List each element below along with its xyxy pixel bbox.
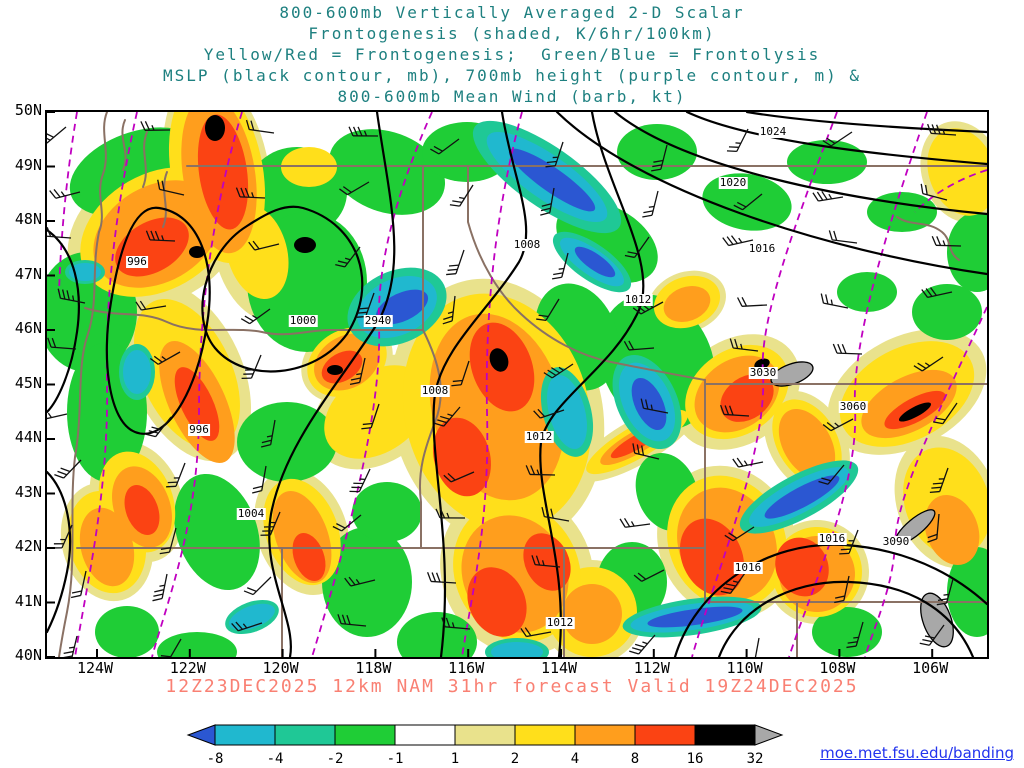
lat-axis-label: 48N	[14, 210, 42, 228]
lat-axis-label: 46N	[14, 319, 42, 337]
chart-title: 800-600mb Vertically Averaged 2-D Scalar…	[0, 2, 1024, 107]
mslp-contours	[47, 112, 987, 657]
title-line-3: Yellow/Red = Frontogenesis; Green/Blue =…	[203, 45, 821, 64]
colorbar-tick-label: 4	[571, 751, 579, 767]
lat-axis-label: 45N	[14, 373, 42, 392]
lon-axis-label: 116W	[448, 659, 485, 677]
lat-axis-label: 49N	[14, 155, 42, 174]
colorbar-segment	[514, 724, 576, 746]
lat-axis-label: 43N	[14, 482, 42, 501]
colorbar-tick-label: -2	[327, 751, 344, 767]
axis-ticks	[47, 112, 934, 657]
lat-axis-label: 50N	[14, 101, 42, 119]
colorbar-tick-label: 1	[451, 751, 459, 767]
colorbar-tick-label: -8	[207, 751, 224, 767]
colorbar: -8 -4 -2 -1 1 2 4 8 16 32	[185, 722, 785, 768]
state-borders	[58, 112, 987, 657]
colorbar-segment	[334, 724, 396, 746]
lat-axis-label: 44N	[14, 428, 42, 446]
lat-axis-label: 47N	[14, 264, 42, 283]
colorbar-segment	[454, 724, 516, 746]
colorbar-tick-label: -1	[387, 751, 404, 767]
lat-axis-label: 41N	[14, 591, 42, 610]
wind-barbs	[47, 119, 962, 657]
forecast-map	[47, 112, 987, 657]
lon-axis-label: 114W	[540, 659, 578, 677]
title-line-4: MSLP (black contour, mb), 700mb height (…	[163, 66, 861, 85]
lon-axis-label: 122W	[169, 659, 206, 677]
lon-axis-label: 124W	[76, 659, 114, 677]
colorbar-segment	[274, 724, 336, 746]
banding-link[interactable]: moe.met.fsu.edu/banding	[820, 744, 1014, 762]
colorbar-segment	[214, 724, 276, 746]
title-line-5: 800-600mb Mean Wind (barb, kt)	[337, 87, 687, 106]
lon-axis-label: 120W	[262, 659, 299, 677]
lon-axis-label: 118W	[355, 659, 392, 677]
title-line-2: Frontogenesis (shaded, K/6hr/100km)	[308, 24, 716, 43]
colorbar-segment	[394, 724, 456, 746]
colorbar-tick-label: -4	[267, 751, 284, 767]
lon-axis-label: 112W	[633, 659, 670, 677]
colorbar-segment	[574, 724, 636, 746]
lon-axis-label: 110W	[726, 659, 763, 677]
colorbar-scale: -8 -4 -2 -1 1 2 4 8 16 32	[186, 724, 784, 767]
frontogenesis-shading	[47, 112, 987, 657]
colorbar-segment	[694, 724, 756, 746]
colorbar-tick-label: 8	[631, 751, 639, 767]
colorbar-over-arrow	[754, 724, 784, 746]
lat-axis-label: 40N	[14, 646, 42, 664]
colorbar-segment	[634, 724, 696, 746]
lat-axis-label: 42N	[14, 537, 42, 555]
colorbar-tick-label: 32	[747, 751, 764, 767]
title-line-1: 800-600mb Vertically Averaged 2-D Scalar	[279, 3, 745, 22]
colorbar-tick-label: 16	[687, 751, 704, 767]
lon-axis-label: 108W	[819, 659, 856, 677]
colorbar-tick-label: 2	[511, 751, 519, 767]
map-frame: 996 996 1000 2940 1004 1008 1008 1012 1012 1012 10…	[45, 110, 989, 659]
lon-axis-label: 106W	[912, 659, 949, 677]
colorbar-under-arrow	[186, 724, 216, 746]
forecast-info: 12Z23DEC2025 12km NAM 31hr forecast Vali…	[165, 676, 859, 697]
